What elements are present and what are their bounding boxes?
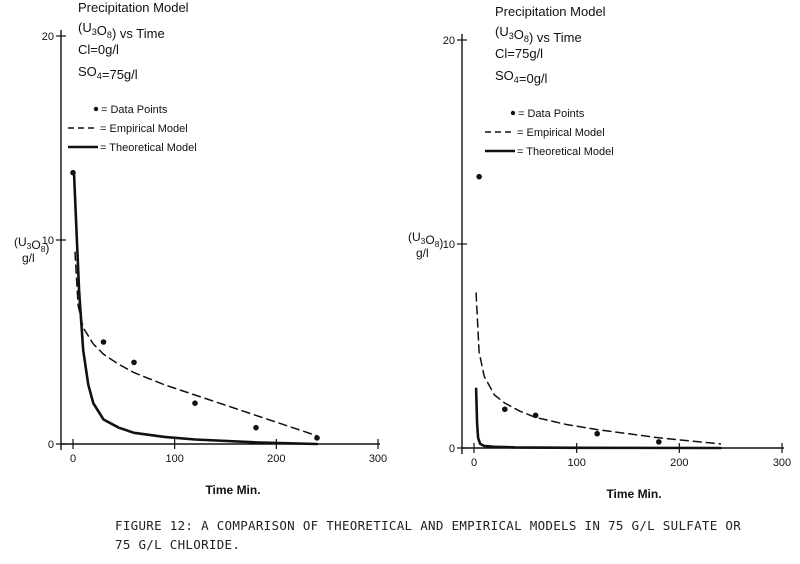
chart-condition: Cl=0g/l (78, 42, 119, 57)
data-point (100, 339, 107, 345)
y-tick-label: 10 (42, 235, 54, 247)
y-tick-label: 20 (42, 31, 54, 43)
x-tick-label: 0 (471, 457, 477, 469)
chart-title: Precipitation Model (78, 0, 189, 15)
caption-line-2: 75 G/L CHLORIDE. (115, 537, 241, 552)
data-point (502, 406, 508, 413)
data-point (192, 400, 198, 407)
chart-title: Precipitation Model (495, 4, 606, 19)
empirical-model-line (475, 292, 722, 445)
x-axis-label: Time Min. (205, 483, 260, 497)
x-tick-label: 200 (670, 457, 688, 469)
legend-label-empirical: = Empirical Model (517, 127, 605, 139)
x-tick-label: 0 (70, 453, 76, 465)
x-tick-label: 300 (773, 457, 791, 469)
data-point (314, 435, 320, 441)
x-axis-label: Time Min. (606, 487, 661, 501)
y-axis-label-line2: g/l (416, 246, 429, 260)
legend-label-theoretical: = Theoretical Model (517, 146, 614, 158)
legend-label-data-points: = Data Points (101, 104, 168, 116)
legend-label-empirical: = Empirical Model (100, 123, 188, 135)
chart-condition: SO4=75g/l (78, 64, 138, 82)
y-axis-label-line1: (U3O8) (408, 230, 443, 250)
theoretical-model-line (72, 171, 319, 446)
chart-subtitle: (U3O8) vs Time (495, 24, 582, 45)
x-tick-label: 100 (165, 453, 183, 465)
data-point (656, 439, 662, 445)
data-point (131, 359, 137, 366)
chart-right-cl75-so40: 0 100 200 300 0 10 20 Time Min. (U3O8)g/l Precipi… (408, 4, 791, 501)
chart-subtitle: (U3O8) vs Time (78, 20, 165, 41)
figure-caption: FIGURE 12: A COMPARISON OF THEORETICAL A… (115, 516, 775, 554)
legend-marker-points (93, 106, 99, 112)
y-tick-label: 20 (443, 35, 455, 47)
legend-label-theoretical: = Theoretical Model (100, 142, 197, 154)
x-tick-label: 100 (567, 457, 585, 469)
empirical-model-line (74, 251, 318, 437)
x-tick-label: 200 (267, 453, 285, 465)
data-point (253, 424, 259, 431)
chart-left-cl0-so475: 0 100 200 300 0 10 20 Time Min. (U3O8)g/l Precipi… (14, 0, 387, 497)
theoretical-model-line (474, 387, 722, 450)
y-axis-label-line1: (U3O8) (14, 235, 49, 255)
y-tick-label: 0 (449, 443, 455, 455)
legend-label-data-points: = Data Points (518, 108, 585, 120)
chart-condition: Cl=75g/l (495, 46, 543, 61)
y-tick-label: 0 (48, 439, 54, 451)
legend-marker-points (510, 110, 516, 116)
x-tick-label: 300 (369, 453, 387, 465)
y-axis-label-line2: g/l (22, 251, 35, 265)
data-point (476, 173, 482, 180)
caption-line-1: FIGURE 12: A COMPARISON OF THEORETICAL A… (115, 518, 742, 533)
y-tick-label: 10 (443, 239, 455, 251)
chart-condition: SO4=0g/l (495, 68, 548, 86)
data-point (594, 430, 600, 437)
